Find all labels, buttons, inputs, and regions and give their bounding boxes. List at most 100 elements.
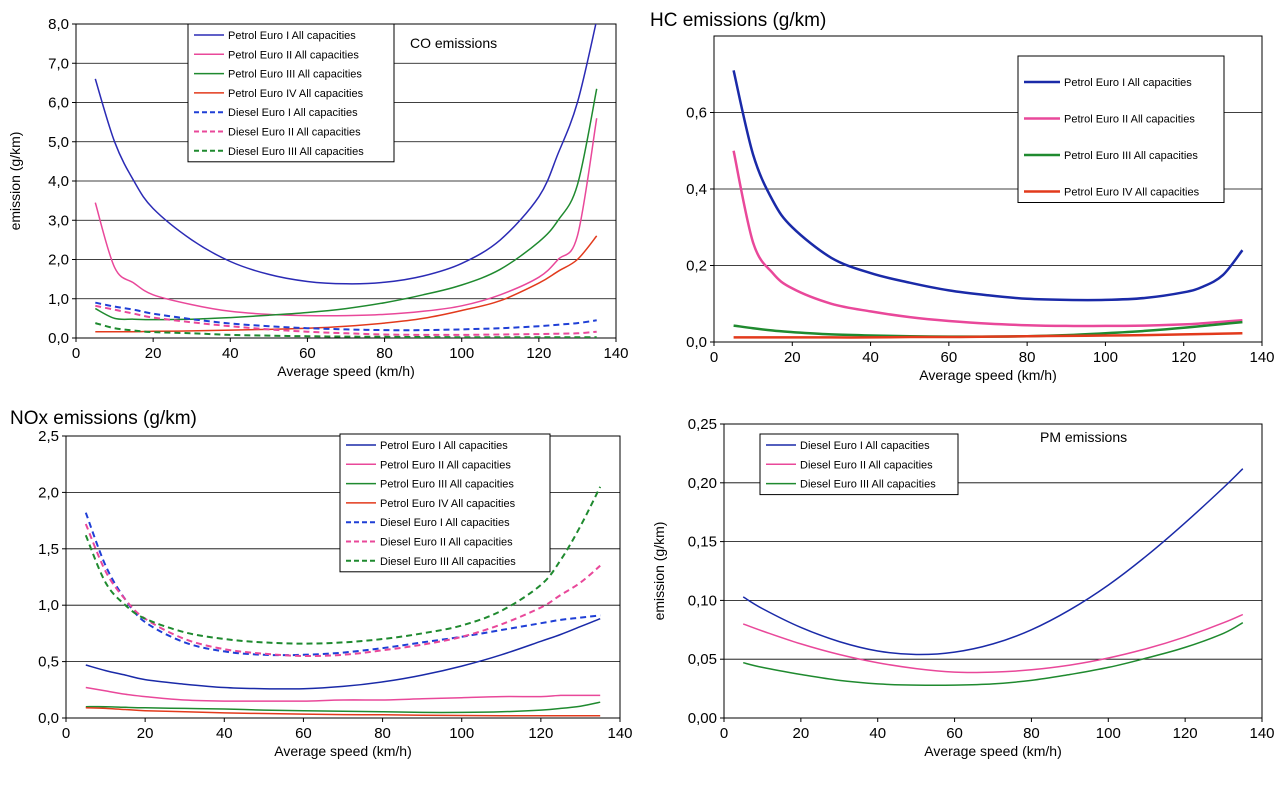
y-tick-label: 2,5 — [38, 428, 59, 445]
y-tick-label: 8,0 — [48, 16, 69, 33]
y-axis-label: emission (g/km) — [651, 522, 667, 621]
legend-label: Petrol Euro II All capacities — [380, 459, 511, 471]
y-tick-label: 0,0 — [38, 710, 59, 727]
series-line-pm-0 — [742, 468, 1244, 656]
series-line-co-1 — [94, 118, 598, 317]
x-tick-label: 20 — [793, 725, 810, 742]
y-tick-label: 3,0 — [48, 212, 69, 229]
x-tick-label: 100 — [1093, 349, 1118, 366]
x-tick-label: 80 — [376, 345, 393, 362]
y-tick-label: 0,15 — [688, 534, 717, 551]
x-tick-label: 80 — [374, 725, 391, 742]
x-tick-label: 40 — [862, 349, 879, 366]
x-tick-label: 120 — [1173, 725, 1198, 742]
x-tick-label: 80 — [1019, 349, 1036, 366]
x-tick-label: 120 — [1171, 349, 1196, 366]
x-tick-label: 140 — [607, 725, 632, 742]
legend-label: Diesel Euro III All capacities — [800, 479, 936, 491]
x-tick-label: 0 — [72, 345, 80, 362]
series-line-hc-1 — [732, 150, 1243, 328]
x-tick-label: 80 — [1023, 725, 1040, 742]
x-tick-label: 140 — [603, 345, 628, 362]
y-tick-label: 1,0 — [48, 291, 69, 308]
x-tick-label: 140 — [1249, 725, 1274, 742]
chart-inner-title: PM emissions — [1040, 429, 1127, 445]
x-axis-label: Average speed (km/h) — [919, 367, 1056, 383]
series-line-pm-1 — [742, 613, 1244, 674]
x-tick-label: 120 — [526, 345, 551, 362]
y-tick-label: 1,0 — [38, 597, 59, 614]
series-line-co-5 — [95, 304, 597, 336]
x-tick-label: 40 — [222, 345, 239, 362]
legend-label: Diesel Euro III All capacities — [380, 556, 516, 568]
chart-title: NOx emissions (g/km) — [10, 408, 197, 429]
x-tick-label: 40 — [216, 725, 233, 742]
y-tick-label: 6,0 — [48, 95, 69, 112]
series-line-nox-4 — [84, 512, 601, 657]
y-tick-label: 0,0 — [48, 330, 69, 347]
y-tick-label: 0,10 — [688, 592, 717, 609]
series-line-nox-1 — [85, 686, 601, 702]
y-tick-label: 0,6 — [686, 105, 707, 122]
legend-box — [1017, 55, 1225, 203]
y-tick-label: 2,0 — [48, 252, 69, 269]
legend-label: Petrol Euro II All capacities — [1064, 114, 1195, 126]
legend-label: Diesel Euro III All capacities — [228, 146, 364, 158]
y-tick-label: 0,25 — [688, 416, 717, 433]
legend-label: Diesel Euro II All capacities — [380, 537, 513, 549]
chart-nox-emissions: 0,0 0,5 1,0 1,5 2,0 2,5 0 20 40 60 80 100 120 140 Aver… — [10, 408, 633, 759]
y-tick-label: 0,5 — [38, 654, 59, 671]
legend-label: Petrol Euro II All capacities — [228, 49, 359, 61]
series-line-nox-2 — [85, 701, 601, 714]
x-axis-label: Average speed (km/h) — [924, 743, 1061, 759]
series-line-pm-2 — [743, 622, 1244, 686]
y-tick-label: 4,0 — [48, 173, 69, 190]
x-tick-label: 120 — [528, 725, 553, 742]
x-tick-label: 20 — [784, 349, 801, 366]
x-axis-label: Average speed (km/h) — [277, 363, 414, 379]
x-tick-label: 20 — [137, 725, 154, 742]
y-tick-label: 0,2 — [686, 258, 707, 275]
x-tick-label: 0 — [62, 725, 70, 742]
legend-label: Diesel Euro II All capacities — [228, 127, 361, 139]
x-tick-label: 0 — [720, 725, 728, 742]
y-tick-label: 7,0 — [48, 55, 69, 72]
y-tick-label: 0,4 — [686, 181, 707, 198]
legend-label: Petrol Euro I All capacities — [1064, 77, 1192, 89]
chart-title: HC emissions (g/km) — [650, 10, 826, 31]
x-tick-label: 140 — [1249, 349, 1274, 366]
series-line-nox-0 — [85, 618, 601, 690]
chart-hc-emissions: 0,0 0,2 0,4 0,6 0 20 40 60 80 100 120 140 Average sp… — [650, 10, 1275, 383]
y-tick-label: 0,00 — [688, 710, 717, 727]
series-line-co-6 — [95, 322, 597, 338]
y-axis-label: emission (g/km) — [7, 132, 23, 231]
legend-label: Petrol Euro IV All capacities — [228, 88, 364, 100]
chart-co-emissions: 0,0 1,0 2,0 3,0 4,0 5,0 6,0 7,0 8,0 0 20 40 60 80 100 1… — [7, 16, 629, 379]
y-tick-label: 1,5 — [38, 541, 59, 558]
legend-label: Petrol Euro I All capacities — [380, 440, 508, 452]
plot-area — [723, 423, 1263, 719]
x-tick-label: 60 — [941, 349, 958, 366]
series-line-co-0 — [94, 24, 597, 285]
legend-label: Petrol Euro IV All capacities — [1064, 187, 1200, 199]
legend-label: Petrol Euro III All capacities — [1064, 150, 1198, 162]
legend-label: Diesel Euro I All capacities — [800, 440, 930, 452]
x-tick-label: 0 — [710, 349, 718, 366]
y-tick-label: 0,20 — [688, 475, 717, 492]
x-tick-label: 40 — [869, 725, 886, 742]
x-tick-label: 100 — [1096, 725, 1121, 742]
x-tick-label: 100 — [449, 725, 474, 742]
y-tick-label: 0,0 — [686, 334, 707, 351]
x-tick-label: 100 — [449, 345, 474, 362]
x-axis-label: Average speed (km/h) — [274, 743, 411, 759]
series-line-co-4 — [95, 301, 597, 332]
legend-label: Petrol Euro I All capacities — [228, 30, 356, 42]
x-tick-label: 60 — [295, 725, 312, 742]
legend-label: Diesel Euro I All capacities — [380, 517, 510, 529]
chart-pm-emissions: 0,00 0,05 0,10 0,15 0,20 0,25 0 20 40 60 80 100 120 1… — [651, 416, 1275, 759]
y-tick-label: 2,0 — [38, 484, 59, 501]
legend-label: Petrol Euro IV All capacities — [380, 498, 516, 510]
x-tick-label: 60 — [299, 345, 316, 362]
x-tick-label: 60 — [946, 725, 963, 742]
